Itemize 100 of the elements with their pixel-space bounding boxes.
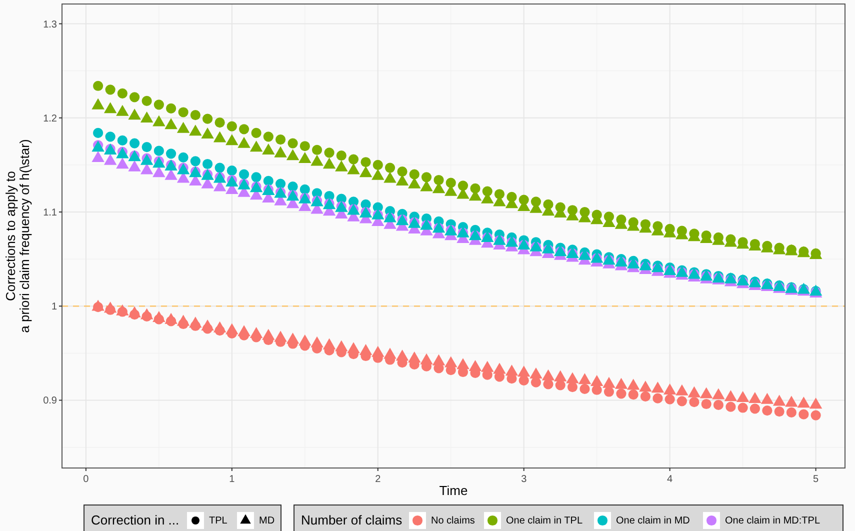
- point: [93, 80, 104, 91]
- point: [189, 124, 202, 136]
- point: [347, 163, 360, 174]
- point: [554, 370, 567, 382]
- point: [616, 388, 626, 399]
- point: [542, 369, 555, 380]
- point: [140, 308, 154, 320]
- point: [201, 127, 214, 138]
- y-tick-label: 0.9: [43, 396, 58, 407]
- point: [262, 328, 275, 340]
- point: [456, 358, 470, 370]
- x-tick-label: 5: [813, 474, 820, 485]
- point: [142, 142, 152, 152]
- point: [335, 160, 348, 172]
- point: [359, 344, 372, 355]
- point: [214, 162, 225, 173]
- point: [262, 143, 275, 154]
- legend-label: One claim in MD: [616, 516, 690, 526]
- point: [760, 392, 774, 404]
- point: [664, 394, 675, 404]
- point: [213, 321, 226, 332]
- point: [762, 406, 772, 416]
- point: [518, 366, 530, 377]
- point: [530, 377, 542, 388]
- point: [774, 406, 784, 417]
- point: [300, 141, 310, 152]
- point: [288, 138, 298, 148]
- y-tick-label: 1.3: [43, 19, 58, 30]
- point: [201, 319, 214, 330]
- point: [409, 169, 420, 180]
- legend-label: One claim in TPL: [506, 516, 583, 526]
- point: [676, 384, 688, 396]
- point: [688, 386, 701, 398]
- point: [190, 156, 200, 166]
- point: [713, 400, 724, 410]
- point: [566, 372, 579, 384]
- point: [166, 148, 176, 159]
- point: [152, 311, 166, 322]
- point: [421, 172, 432, 182]
- point: [142, 96, 152, 106]
- text: TPL: [209, 516, 228, 526]
- y-axis-title: Corrections to apply to a priori claim frequency of h(\star): [3, 139, 32, 333]
- point: [518, 375, 529, 386]
- point: [298, 334, 312, 346]
- point: [336, 150, 346, 161]
- point: [128, 306, 141, 318]
- point: [592, 384, 602, 395]
- point: [286, 149, 300, 160]
- point: [724, 390, 738, 402]
- point: [372, 160, 383, 170]
- y-tick-label: 1: [51, 302, 58, 313]
- point: [178, 107, 188, 118]
- x-tick-label: 0: [83, 474, 90, 485]
- point: [408, 351, 421, 362]
- point: [238, 169, 250, 180]
- point: [640, 391, 650, 402]
- point: [190, 110, 200, 120]
- point: [578, 373, 592, 384]
- point: [372, 346, 384, 357]
- point: [432, 354, 446, 366]
- point: [651, 382, 664, 393]
- point: [117, 88, 128, 98]
- point: [689, 397, 700, 408]
- point: [555, 380, 566, 390]
- point: [92, 151, 104, 162]
- point: [567, 382, 578, 392]
- point: [505, 364, 518, 376]
- point: [652, 393, 663, 404]
- point: [396, 174, 409, 186]
- point: [397, 166, 408, 177]
- point: [396, 350, 409, 361]
- point: [154, 100, 164, 110]
- point: [251, 172, 262, 182]
- x-tick-label: 1: [229, 474, 236, 485]
- point: [663, 383, 676, 394]
- point: [130, 92, 140, 102]
- point: [798, 409, 809, 420]
- point: [251, 128, 262, 138]
- point: [359, 166, 372, 178]
- point: [116, 104, 129, 116]
- point: [176, 122, 190, 133]
- point: [152, 115, 166, 126]
- point: [530, 367, 542, 378]
- point: [785, 396, 798, 407]
- point: [152, 166, 166, 178]
- point: [226, 134, 238, 146]
- point: [275, 134, 286, 145]
- point: [213, 131, 226, 142]
- point: [750, 404, 760, 414]
- point: [274, 330, 287, 342]
- point: [130, 138, 140, 148]
- point: [626, 378, 640, 390]
- point: [384, 348, 396, 359]
- point: [286, 332, 300, 344]
- point: [274, 146, 287, 158]
- point: [590, 375, 604, 386]
- point: [288, 182, 298, 192]
- point: [360, 157, 371, 168]
- point: [322, 158, 336, 169]
- point: [226, 121, 237, 132]
